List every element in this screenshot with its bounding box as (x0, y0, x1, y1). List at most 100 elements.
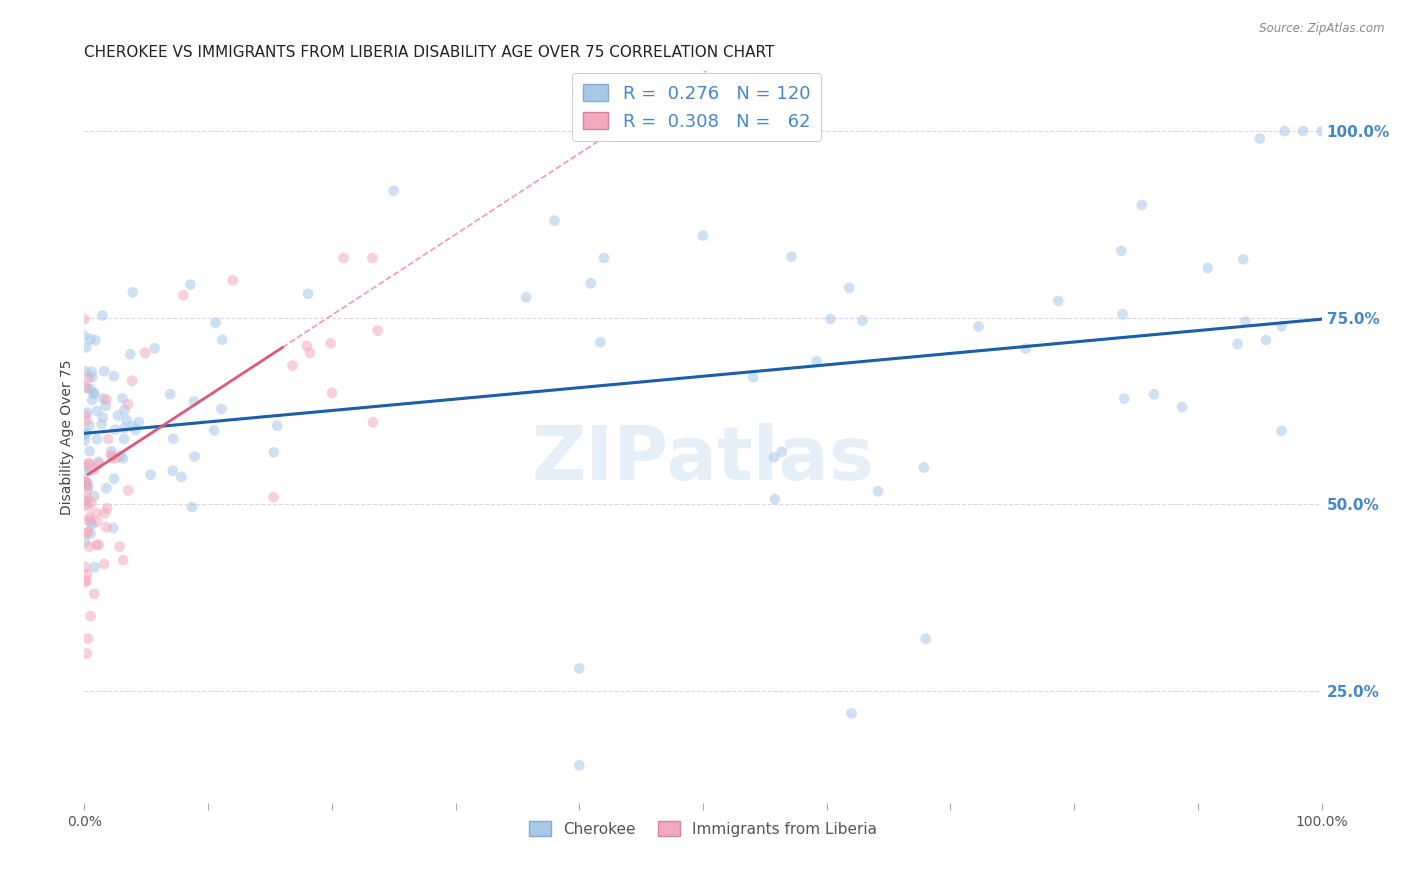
Point (114, 403, 136, 417)
Point (209, 402, 232, 417)
Point (73, 477, 96, 491)
Point (319, 336, 342, 351)
Point (75, 475, 97, 489)
Point (914, 632, 936, 646)
Point (83, 489, 105, 503)
Point (75, 494, 97, 508)
Point (73, 475, 96, 490)
Point (83, 386, 105, 401)
Point (1171, 400, 1194, 414)
Point (112, 553, 135, 567)
Point (103, 369, 125, 384)
Point (79, 444, 101, 458)
Point (770, 444, 793, 458)
Point (162, 464, 184, 478)
Point (75, 475, 97, 489)
Point (115, 413, 138, 427)
Point (1232, 252, 1254, 267)
Point (295, 339, 318, 353)
Point (79, 382, 101, 396)
Point (77, 513, 100, 527)
Point (86, 515, 108, 529)
Point (263, 445, 285, 459)
Point (763, 491, 786, 506)
Point (73, 434, 96, 448)
Point (692, 228, 714, 243)
Point (1234, 314, 1257, 328)
Point (94, 399, 117, 413)
Point (211, 333, 233, 347)
Point (162, 432, 184, 446)
Point (967, 319, 990, 334)
Point (82, 392, 104, 407)
Point (79, 332, 101, 346)
Point (77, 457, 100, 471)
Point (77, 479, 100, 493)
Point (1226, 337, 1249, 351)
Point (79, 510, 101, 524)
Point (100, 448, 122, 462)
Point (1014, 342, 1036, 356)
Point (76, 381, 98, 395)
Point (76, 340, 98, 354)
Point (96, 392, 118, 407)
Point (103, 472, 125, 486)
Point (121, 285, 143, 300)
Point (75, 425, 97, 440)
Point (382, 184, 405, 198)
Point (159, 387, 181, 401)
Point (83, 386, 105, 401)
Point (91, 410, 114, 425)
Point (73, 498, 96, 512)
Point (76, 574, 98, 588)
Point (76, 414, 98, 428)
Point (110, 449, 132, 463)
Point (93, 557, 115, 571)
Point (91, 309, 114, 323)
Point (87, 457, 110, 471)
Point (1274, 124, 1296, 138)
Point (73, 329, 96, 343)
Point (111, 391, 134, 405)
Point (579, 277, 602, 291)
Point (912, 460, 935, 475)
Point (1114, 392, 1136, 406)
Point (77, 540, 100, 554)
Point (361, 251, 384, 265)
Y-axis label: Disability Age Over 75: Disability Age Over 75 (60, 359, 75, 515)
Point (93, 506, 115, 520)
Point (179, 277, 201, 292)
Point (86, 404, 108, 418)
Point (868, 484, 890, 499)
Point (76, 500, 98, 514)
Point (170, 470, 193, 484)
Point (86, 506, 108, 520)
Point (96, 520, 118, 534)
Point (105, 451, 128, 466)
Point (80, 496, 103, 510)
Point (91, 392, 114, 406)
Point (1254, 333, 1277, 347)
Point (79, 515, 101, 529)
Point (1047, 293, 1070, 308)
Point (543, 213, 565, 227)
Point (79, 609, 101, 624)
Point (121, 419, 143, 434)
Point (108, 540, 131, 554)
Point (83, 587, 105, 601)
Point (79, 527, 101, 541)
Point (568, 661, 591, 675)
Point (86, 538, 108, 552)
Point (332, 251, 354, 265)
Point (73, 464, 96, 478)
Point (80, 464, 103, 478)
Point (1270, 424, 1292, 438)
Point (103, 521, 125, 535)
Point (838, 281, 860, 295)
Point (117, 483, 139, 498)
Point (204, 316, 226, 330)
Point (79, 418, 101, 433)
Point (183, 394, 205, 409)
Point (90, 417, 112, 431)
Point (1130, 198, 1153, 212)
